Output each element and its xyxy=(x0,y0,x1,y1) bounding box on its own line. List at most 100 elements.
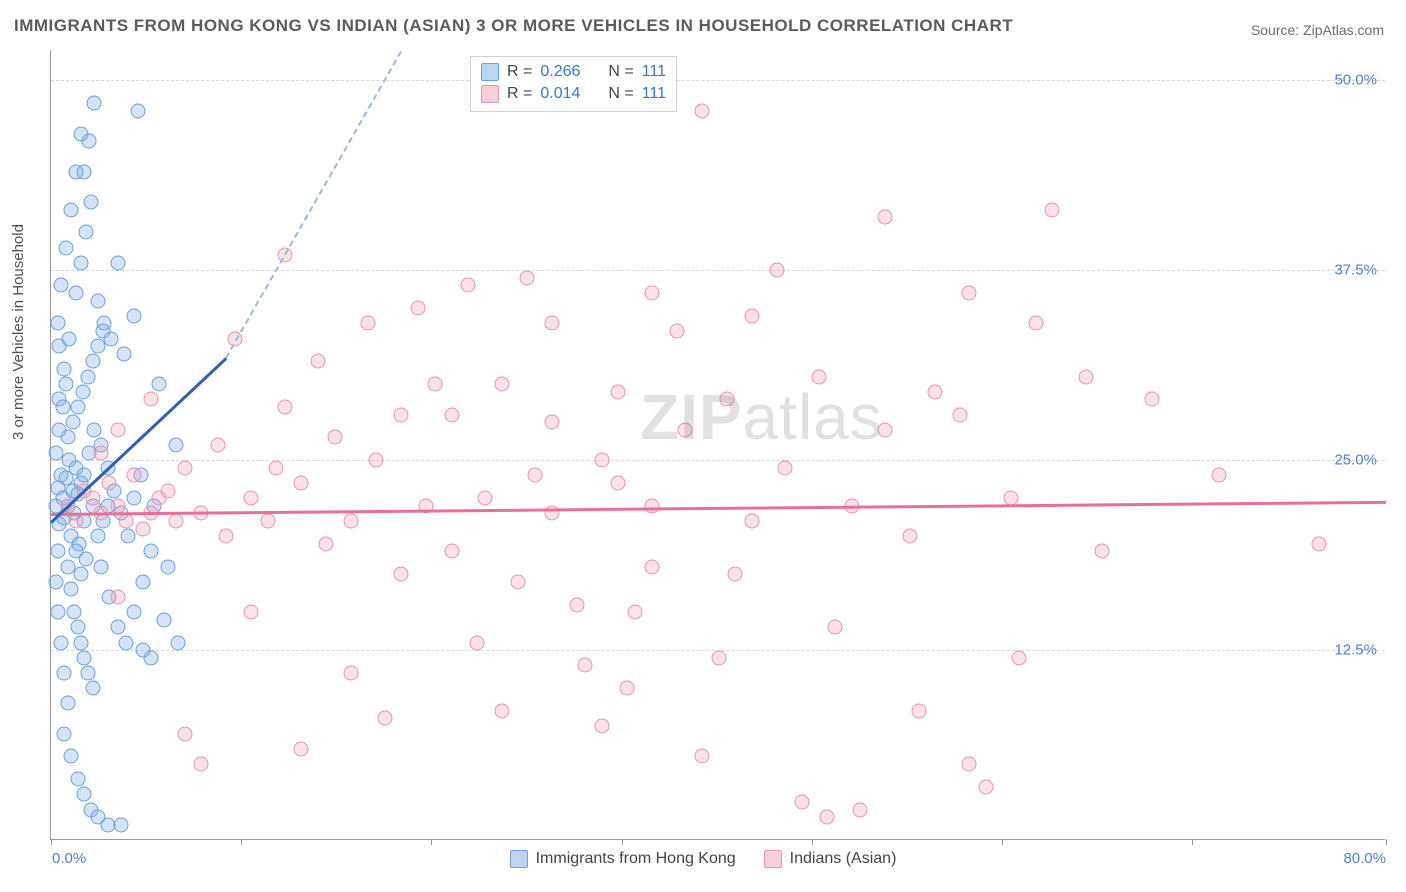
data-point xyxy=(369,453,384,468)
legend-stats: R =0.266N =111R =0.014N =111 xyxy=(470,56,677,112)
data-point xyxy=(260,513,275,528)
legend-item: Immigrants from Hong Kong xyxy=(510,850,736,868)
data-point xyxy=(57,362,72,377)
data-point xyxy=(277,400,292,415)
data-point xyxy=(269,460,284,475)
data-point xyxy=(114,817,129,832)
data-point xyxy=(77,650,92,665)
data-point xyxy=(85,681,100,696)
data-point xyxy=(1212,468,1227,483)
data-point xyxy=(144,544,159,559)
data-point xyxy=(377,711,392,726)
gridline xyxy=(51,80,1385,81)
data-point xyxy=(79,225,94,240)
legend-n-value: 111 xyxy=(642,85,666,103)
data-point xyxy=(444,544,459,559)
data-point xyxy=(878,422,893,437)
data-point xyxy=(1078,369,1093,384)
data-point xyxy=(194,757,209,772)
data-point xyxy=(127,491,142,506)
data-point xyxy=(594,719,609,734)
y-tick-label: 50.0% xyxy=(1334,72,1377,89)
data-point xyxy=(144,392,159,407)
data-point xyxy=(77,787,92,802)
data-point xyxy=(961,757,976,772)
data-point xyxy=(769,263,784,278)
scatter-plot: 12.5%25.0%37.5%50.0% xyxy=(50,50,1385,840)
data-point xyxy=(135,643,150,658)
y-axis-title: 3 or more Vehicles in Household xyxy=(10,224,27,440)
data-point xyxy=(67,605,82,620)
data-point xyxy=(64,582,79,597)
legend-series: Immigrants from Hong KongIndians (Asian) xyxy=(0,850,1406,868)
data-point xyxy=(87,422,102,437)
data-point xyxy=(102,475,117,490)
x-tick xyxy=(812,839,813,845)
legend-n-label: N = xyxy=(608,63,633,81)
source-label: Source: ZipAtlas.com xyxy=(1251,22,1384,38)
data-point xyxy=(70,620,85,635)
data-point xyxy=(210,438,225,453)
data-point xyxy=(119,513,134,528)
data-point xyxy=(494,703,509,718)
data-point xyxy=(728,567,743,582)
chart-title: IMMIGRANTS FROM HONG KONG VS INDIAN (ASI… xyxy=(14,16,1013,36)
data-point xyxy=(953,407,968,422)
data-point xyxy=(104,331,119,346)
data-point xyxy=(169,513,184,528)
data-point xyxy=(878,210,893,225)
data-point xyxy=(79,551,94,566)
data-point xyxy=(911,703,926,718)
data-point xyxy=(60,696,75,711)
legend-swatch xyxy=(510,850,528,868)
data-point xyxy=(110,422,125,437)
data-point xyxy=(744,308,759,323)
data-point xyxy=(94,559,109,574)
data-point xyxy=(778,460,793,475)
legend-stat-row: R =0.014N =111 xyxy=(481,83,666,105)
data-point xyxy=(294,741,309,756)
data-point xyxy=(719,392,734,407)
data-point xyxy=(394,567,409,582)
data-point xyxy=(544,415,559,430)
data-point xyxy=(177,726,192,741)
data-point xyxy=(127,468,142,483)
data-point xyxy=(344,513,359,528)
data-point xyxy=(544,316,559,331)
data-point xyxy=(494,377,509,392)
data-point xyxy=(87,96,102,111)
data-point xyxy=(55,400,70,415)
data-point xyxy=(1095,544,1110,559)
data-point xyxy=(49,574,64,589)
gridline xyxy=(51,270,1385,271)
data-point xyxy=(117,346,132,361)
data-point xyxy=(477,491,492,506)
data-point xyxy=(811,369,826,384)
data-point xyxy=(669,324,684,339)
data-point xyxy=(70,772,85,787)
data-point xyxy=(644,286,659,301)
x-tick xyxy=(1002,839,1003,845)
x-tick xyxy=(241,839,242,845)
data-point xyxy=(84,194,99,209)
data-point xyxy=(69,164,84,179)
data-point xyxy=(120,529,135,544)
data-point xyxy=(519,270,534,285)
data-point xyxy=(978,779,993,794)
data-point xyxy=(644,498,659,513)
legend-n-value: 111 xyxy=(642,63,666,81)
legend-stat-row: R =0.266N =111 xyxy=(481,61,666,83)
data-point xyxy=(427,377,442,392)
data-point xyxy=(50,316,65,331)
data-point xyxy=(394,407,409,422)
data-point xyxy=(794,795,809,810)
data-point xyxy=(74,567,89,582)
data-point xyxy=(64,749,79,764)
data-point xyxy=(527,468,542,483)
data-point xyxy=(644,559,659,574)
data-point xyxy=(903,529,918,544)
data-point xyxy=(110,589,125,604)
data-point xyxy=(1011,650,1026,665)
x-tick xyxy=(622,839,623,845)
y-tick-label: 37.5% xyxy=(1334,262,1377,279)
